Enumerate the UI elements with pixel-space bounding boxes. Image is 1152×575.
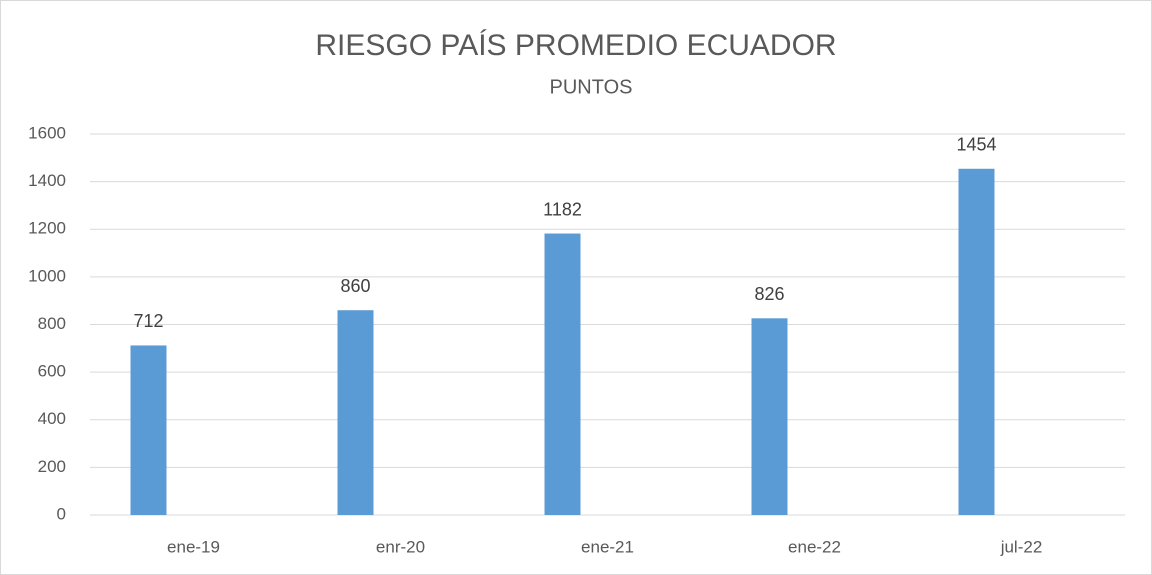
x-tick-label: ene-19 xyxy=(167,537,220,556)
bar xyxy=(130,345,167,515)
y-tick-label: 400 xyxy=(38,409,66,428)
x-tick-label: enr-20 xyxy=(376,537,425,556)
bar xyxy=(544,233,581,515)
y-tick-label: 1400 xyxy=(28,171,66,190)
data-label: 1454 xyxy=(956,135,996,155)
chart-title: RIESGO PAÍS PROMEDIO ECUADOR xyxy=(315,29,836,62)
y-tick-label: 1200 xyxy=(28,219,66,238)
y-tick-label: 200 xyxy=(38,457,66,476)
bar xyxy=(958,168,995,516)
x-tick-label: jul-22 xyxy=(1000,537,1043,556)
y-tick-label: 800 xyxy=(38,314,66,333)
y-tick-label: 600 xyxy=(38,362,66,381)
y-tick-label: 0 xyxy=(57,504,66,523)
chart-subtitle: PUNTOS xyxy=(550,76,633,98)
bar xyxy=(337,310,374,515)
bar xyxy=(751,318,788,515)
data-label: 860 xyxy=(340,276,370,296)
data-label: 712 xyxy=(133,311,163,331)
x-tick-label: ene-21 xyxy=(581,537,634,556)
data-label: 826 xyxy=(754,284,784,304)
data-label: 1182 xyxy=(543,199,582,219)
y-tick-label: 1000 xyxy=(28,266,66,285)
y-tick-label: 1600 xyxy=(28,123,66,142)
x-tick-label: ene-22 xyxy=(788,537,841,556)
